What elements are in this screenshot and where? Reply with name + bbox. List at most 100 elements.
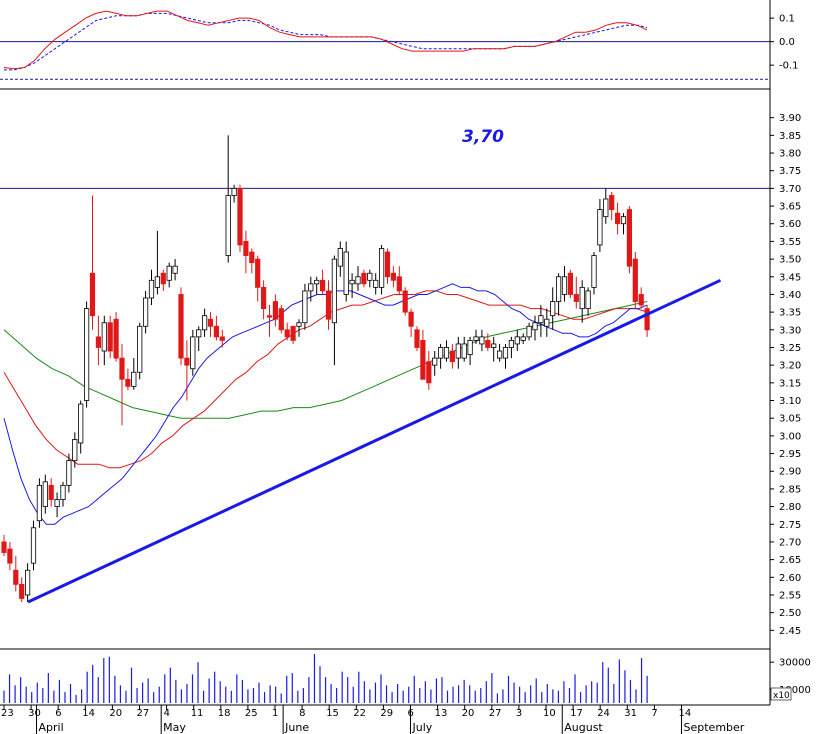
price-tick-label: 3.60 [779, 219, 801, 230]
candle [255, 255, 261, 302]
candle-body [296, 322, 302, 327]
candle [609, 191, 615, 221]
candle-body [437, 347, 444, 359]
candle [550, 287, 556, 330]
candle [343, 241, 349, 302]
candle [84, 301, 90, 408]
candle [172, 259, 178, 281]
candle [508, 336, 515, 359]
candle [632, 252, 638, 309]
candle-body [426, 361, 432, 384]
candle-body [225, 195, 231, 256]
price-tick-label: 3.10 [779, 396, 801, 407]
candle-body [373, 279, 379, 288]
candle-body [396, 276, 402, 292]
candle [331, 255, 338, 366]
candle [107, 315, 113, 359]
candle-body [119, 357, 125, 380]
candle [225, 135, 231, 263]
candle-body [402, 290, 408, 313]
price-tick-label: 2.70 [779, 537, 801, 548]
volume-multiplier-box [770, 687, 792, 701]
volume-tick-label: 30000 [779, 658, 811, 669]
candle [426, 351, 432, 390]
candle [449, 343, 456, 369]
candle-body [550, 301, 556, 317]
moving-average-mid [3, 290, 648, 469]
candle-body [538, 315, 544, 324]
candle-body [314, 279, 320, 285]
price-tick-label: 3.05 [779, 414, 801, 425]
price-axis-ticks: 2.45 2.50 2.55 2.60 2.65 2.70 2.75 2.80 2.85 2.90… [770, 113, 801, 637]
candle-body [42, 481, 48, 507]
price-panel: 3,70 2.45 2.50 2.55 2.60 2.65 2.70 2.75 2.80 2.8… [0, 88, 801, 650]
candle [30, 520, 37, 571]
candle [24, 563, 31, 603]
candle [520, 333, 526, 344]
price-tick-label: 2.65 [779, 555, 801, 566]
candle-body [160, 272, 166, 285]
candle-body [284, 329, 290, 338]
candle [213, 315, 219, 341]
price-tick-label: 3.20 [779, 361, 801, 372]
candle-body [567, 272, 574, 295]
candle [125, 368, 131, 390]
candle-body [1, 541, 7, 553]
candle [266, 305, 273, 337]
month-label: July [412, 721, 433, 734]
candle [373, 273, 379, 295]
candle-body [343, 251, 349, 295]
candle [538, 305, 544, 337]
candle [496, 343, 503, 362]
candle-body [331, 258, 338, 324]
date-tick-label: 18 [218, 708, 231, 719]
date-tick-label: 10 [543, 708, 556, 719]
candle-body [455, 343, 461, 359]
candle-body [502, 347, 509, 359]
price-tick-label: 3.55 [779, 237, 801, 248]
osc-tick-label: -0.1 [779, 61, 799, 72]
candle [355, 266, 361, 291]
candle [544, 308, 550, 337]
candle [573, 276, 579, 309]
candle-body [597, 209, 603, 246]
candle-body [101, 322, 107, 352]
candle [201, 308, 208, 337]
candle [597, 198, 603, 253]
price-tick-label: 3.35 [779, 308, 801, 319]
candle-body [219, 336, 225, 341]
candle [95, 315, 101, 366]
candle [1, 534, 7, 557]
candle [473, 329, 479, 344]
candle [308, 276, 314, 302]
support-trendline [27, 278, 722, 604]
candle-body [620, 216, 627, 225]
date-tick-label: 7 [651, 708, 657, 719]
candle-body [7, 548, 13, 564]
price-tick-label: 2.60 [779, 573, 801, 584]
candle [178, 287, 184, 366]
price-tick-label: 2.95 [779, 449, 801, 460]
date-tick-label: 14 [82, 708, 95, 719]
price-tick-label: 3.25 [779, 343, 801, 354]
date-tick-label: 6 [55, 708, 61, 719]
candle-body [325, 290, 332, 320]
candle [72, 432, 78, 468]
candle-body [48, 484, 54, 500]
candle [526, 322, 532, 341]
candle-body [337, 248, 343, 267]
candle-body [89, 272, 96, 317]
candle-body [54, 499, 60, 507]
volume-multiplier-label: x10 [773, 691, 790, 701]
price-tick-label: 3.85 [779, 131, 801, 142]
osc-panel: 0.1 0.0 -0.1 [0, 10, 799, 80]
date-tick-label: 31 [624, 708, 637, 719]
candle [579, 280, 585, 323]
candle-body [184, 357, 190, 366]
date-tick-label: 20 [462, 708, 475, 719]
date-tick-label: 22 [353, 708, 366, 719]
candle [408, 308, 414, 337]
candle [184, 340, 190, 401]
candle [615, 202, 621, 235]
candle [142, 290, 149, 334]
